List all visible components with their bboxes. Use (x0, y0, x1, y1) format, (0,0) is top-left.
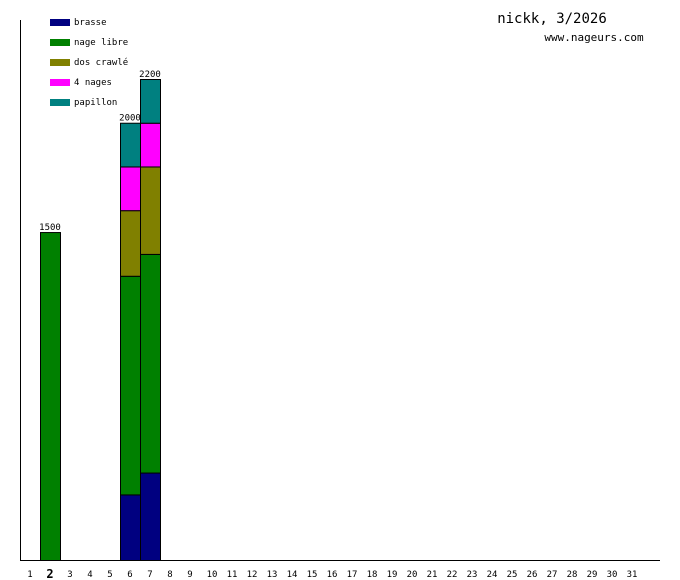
x-tick-label: 18 (367, 570, 378, 580)
x-tick-label: 27 (547, 570, 558, 580)
bar-day-7-series-2 (140, 166, 161, 255)
x-tick-label: 5 (107, 570, 112, 580)
x-tick-label: 1 (27, 570, 32, 580)
bar-day-6-series-2 (120, 210, 141, 277)
bar-day-6-series-1 (120, 275, 141, 496)
legend-swatch-3 (50, 79, 70, 86)
x-tick-label: 7 (147, 570, 152, 580)
legend-swatch-4 (50, 99, 70, 106)
bar-day-7-series-4 (140, 79, 161, 124)
x-tick-label: 28 (567, 570, 578, 580)
bar-day-7-series-1 (140, 253, 161, 474)
x-tick-label: 20 (407, 570, 418, 580)
x-tick-label: 13 (267, 570, 278, 580)
legend-swatch-0 (50, 19, 70, 26)
x-tick-label: 31 (627, 570, 638, 580)
x-tick-label: 2 (46, 567, 53, 580)
x-tick-label: 12 (247, 570, 258, 580)
legend-swatch-2 (50, 59, 70, 66)
x-tick-label: 6 (127, 570, 132, 580)
x-tick-label: 15 (307, 570, 318, 580)
bars-layer (40, 79, 161, 562)
x-tick-label: 29 (587, 570, 598, 580)
x-tick-label: 26 (527, 570, 538, 580)
x-tick-label: 21 (427, 570, 438, 580)
site-url: www.nageurs.com (544, 31, 644, 44)
bar-day-6-series-0 (120, 494, 141, 561)
bar-day-6-series-3 (120, 166, 141, 212)
x-tick-label: 24 (487, 570, 498, 580)
x-tick-label: 14 (287, 570, 298, 580)
bar-day-7-series-3 (140, 122, 161, 168)
legend-label-2: dos crawlé (74, 57, 128, 68)
x-tick-label: 19 (387, 570, 398, 580)
legend: brasse nage libre dos crawlé 4 nages papillo… (50, 18, 128, 108)
bar-day-6-series-4 (120, 122, 141, 168)
x-tick-label: 8 (167, 570, 172, 580)
legend-label-0: brasse (74, 18, 107, 28)
x-tick-label: 16 (327, 570, 338, 580)
chart-title: nickk, 3/2026 (497, 11, 607, 27)
legend-label-3: 4 nages (74, 78, 112, 88)
bar-day-2-series-1 (40, 232, 61, 562)
x-tick-label: 11 (227, 570, 238, 580)
x-tick-label: 3 (67, 570, 72, 580)
x-tick-label: 17 (347, 570, 358, 580)
legend-label-1: nage libre (74, 38, 128, 48)
x-tick-label: 10 (207, 570, 218, 580)
x-tick-label: 4 (87, 570, 92, 580)
total-label-day-7: 2200 (139, 70, 161, 80)
legend-label-4: papillon (74, 98, 117, 108)
x-tick-label: 9 (187, 570, 192, 580)
legend-swatch-1 (50, 39, 70, 46)
total-label-day-6: 2000 (119, 114, 141, 124)
x-tick-labels: 1 2 3 4 5 6 7 8 9 10 11 12 13 14 15 16 17 18 19 20 21 22 23 24 2… (27, 567, 637, 580)
x-tick-label: 30 (607, 570, 618, 580)
total-label-day-2: 1500 (39, 223, 61, 233)
x-tick-label: 25 (507, 570, 518, 580)
x-tick-label: 23 (467, 570, 478, 580)
x-tick-label: 22 (447, 570, 458, 580)
bar-day-7-series-0 (140, 472, 161, 561)
totals-layer: 1500 2000 2200 (39, 70, 161, 233)
